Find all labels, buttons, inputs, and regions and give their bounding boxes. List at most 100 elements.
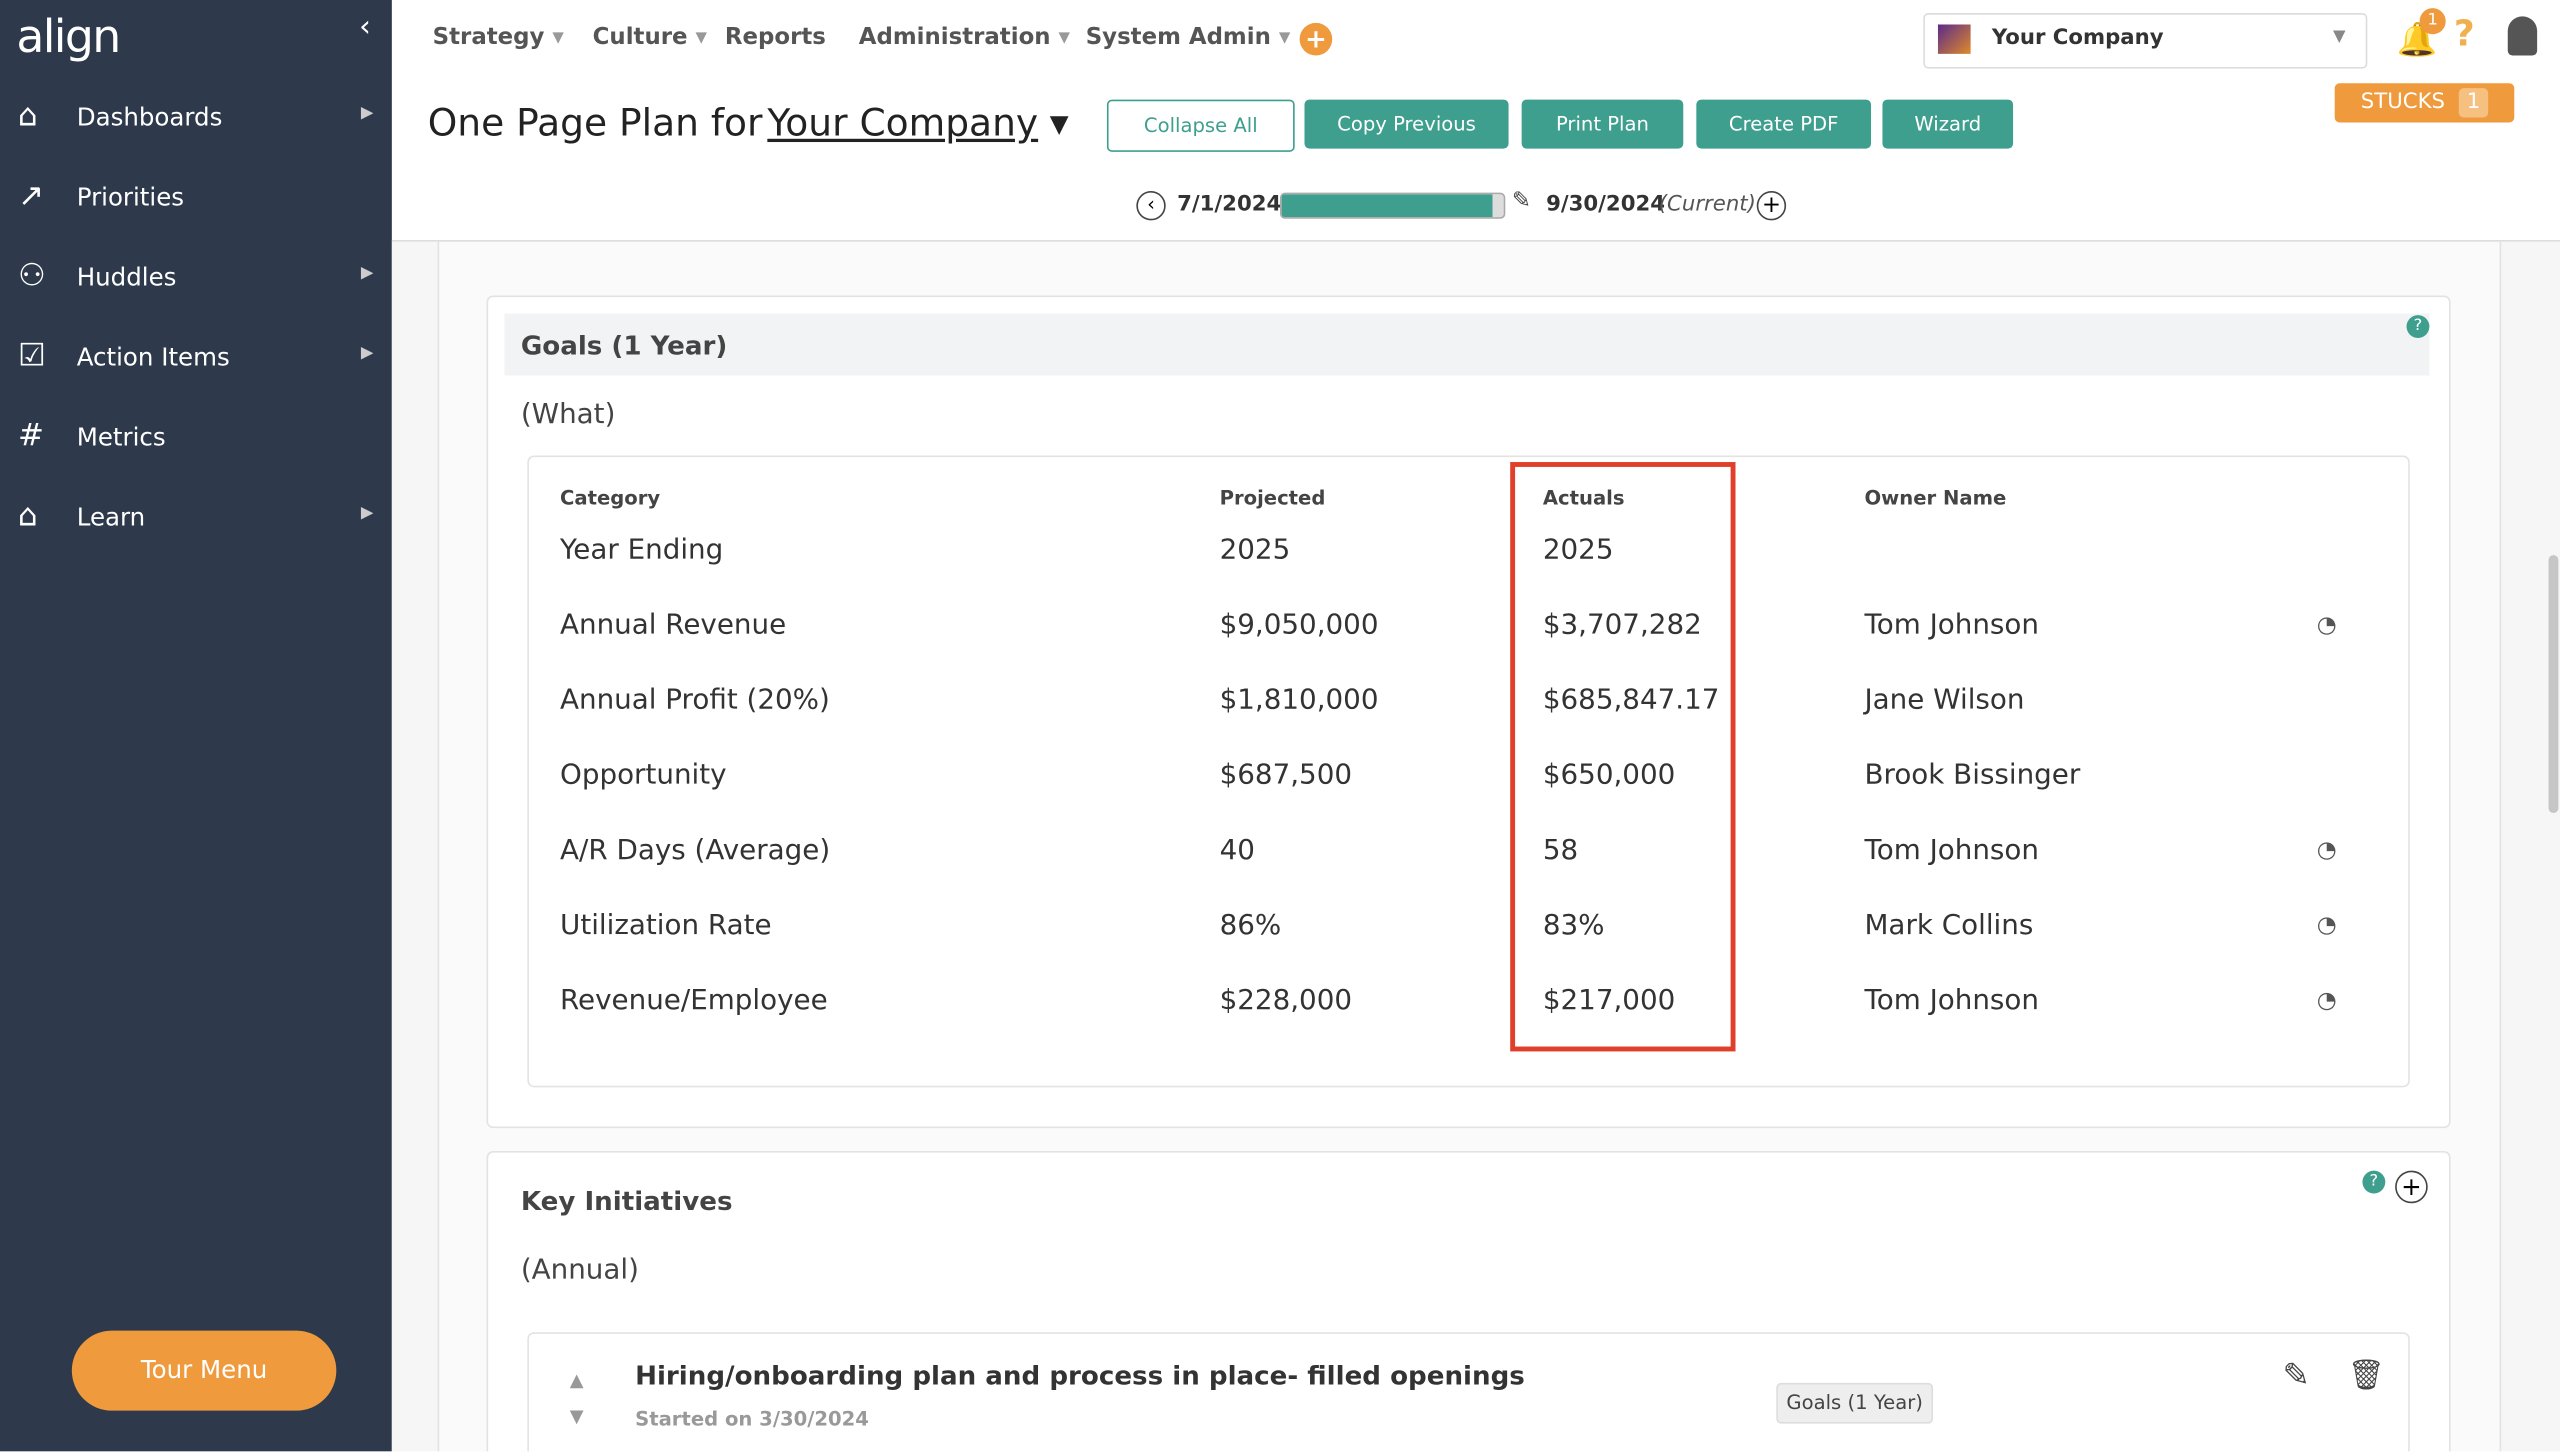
add-button[interactable]: + <box>1299 22 1333 56</box>
dropdown-arrow: ▾ <box>1050 24 1070 51</box>
nav-item[interactable]: Priorities <box>76 182 185 213</box>
header-border <box>391 239 2560 242</box>
top-nav-item[interactable]: Reports <box>724 24 826 51</box>
cell-category: Annual Profit (20%) <box>559 684 830 717</box>
toolbar-button[interactable]: Collapse All <box>1106 99 1295 152</box>
help-icon[interactable]: ? <box>2406 315 2430 338</box>
cell-category: Utilization Rate <box>559 909 772 943</box>
top-nav-item[interactable]: System Admin ▾ <box>1085 24 1291 51</box>
cell-category: A/R Days (Average) <box>559 834 831 867</box>
goals-table <box>527 455 2410 1088</box>
nav-item[interactable]: Learn <box>76 502 146 533</box>
avatar[interactable] <box>2507 16 2538 56</box>
reorder[interactable]: ▲ ▼ <box>569 1369 584 1427</box>
logo: align <box>16 9 121 64</box>
nav-icon: ⚇ <box>17 257 46 294</box>
goals-title: Goals (1 Year) <box>520 329 728 361</box>
notification-badge: 1 <box>2419 8 2446 35</box>
nav-item[interactable]: Action Items <box>76 342 230 373</box>
cell-owner: Tom Johnson <box>1864 834 2039 867</box>
gauge-icon[interactable]: ◔ <box>2316 612 2337 639</box>
nav-icon: # <box>17 417 44 454</box>
cell-category: Revenue/Employee <box>559 984 828 1018</box>
cell-projected: 2025 <box>1219 533 1291 567</box>
edit-initiative[interactable]: ✎ <box>2282 1355 2310 1395</box>
initiatives-subtitle: (Annual) <box>520 1253 639 1287</box>
nav-item[interactable]: Metrics <box>76 422 166 453</box>
cell-actual: 83% <box>1542 909 1605 943</box>
top-nav-item[interactable]: Administration ▾ <box>858 24 1070 51</box>
cell-owner: Tom Johnson <box>1864 608 2039 642</box>
end-date: 9/30/2024 <box>1546 192 1666 218</box>
nav-icon: ↗ <box>17 177 44 214</box>
cell-category: Annual Revenue <box>559 608 787 642</box>
goals-subtitle: (What) <box>520 398 616 432</box>
cell-actual: $650,000 <box>1542 759 1676 792</box>
highlight-box <box>1510 462 1736 1052</box>
initiative-started: Started on 3/30/2024 <box>635 1407 869 1431</box>
collapse-sidebar[interactable]: ‹ <box>359 9 371 45</box>
cell-owner: Tom Johnson <box>1864 984 2039 1018</box>
delete-initiative[interactable]: 🗑 <box>2347 1358 2386 1393</box>
goals-header <box>504 313 2430 376</box>
cell-category: Year Ending <box>559 533 724 567</box>
gauge-icon[interactable]: ◔ <box>2316 837 2337 864</box>
column-header: Category <box>559 486 661 510</box>
dropdown-arrow: ▼ <box>2333 27 2346 46</box>
cell-actual: $3,707,282 <box>1542 608 1702 642</box>
cell-actual: $217,000 <box>1542 984 1676 1018</box>
cell-category: Opportunity <box>559 759 727 792</box>
company-logo <box>1937 24 1971 54</box>
nav-icon: ⌂ <box>17 97 38 134</box>
stucks-label: STUCKS <box>2360 89 2445 115</box>
cell-projected: 86% <box>1219 909 1282 943</box>
company-select[interactable]: Your Company ▼ <box>1923 13 2368 69</box>
initiatives-title: Key Initiatives <box>520 1185 733 1217</box>
gauge-icon[interactable]: ◔ <box>2316 912 2337 939</box>
submenu-arrow: ▶ <box>360 504 374 523</box>
toolbar-button[interactable]: Wizard <box>1882 99 2014 149</box>
submenu-arrow: ▶ <box>360 104 374 123</box>
top-nav-item[interactable]: Strategy ▾ <box>432 24 564 51</box>
previous-period[interactable]: ‹ <box>1136 191 1166 221</box>
title-dropdown[interactable]: ▼ <box>1049 109 1069 139</box>
stucks-count: 1 <box>2458 88 2489 118</box>
dropdown-arrow: ▾ <box>1270 24 1291 51</box>
toolbar-button[interactable]: Copy Previous <box>1304 99 1509 149</box>
edit-date[interactable]: ✎ <box>1511 187 1531 214</box>
tooltip: Goals (1 Year) <box>1776 1382 1934 1424</box>
cell-projected: $9,050,000 <box>1219 608 1379 642</box>
cell-actual: $685,847.17 <box>1542 684 1720 717</box>
tour-button[interactable]: Tour Menu <box>71 1330 337 1411</box>
column-header: Actuals <box>1542 486 1625 510</box>
page-title: One Page Plan for <box>427 102 763 146</box>
initiative-title[interactable]: Hiring/onboarding plan and process in pl… <box>635 1359 1525 1392</box>
toolbar-button[interactable]: Create PDF <box>1696 99 1872 149</box>
column-header: Projected <box>1219 486 1326 510</box>
cell-projected: 40 <box>1219 834 1255 867</box>
scrollbar[interactable] <box>2548 555 2559 814</box>
cell-actual: 2025 <box>1542 533 1614 567</box>
toolbar-button[interactable]: Print Plan <box>1521 99 1684 149</box>
help[interactable]: ? <box>2453 14 2475 56</box>
gauge-icon[interactable]: ◔ <box>2316 987 2337 1014</box>
sidebar: align ‹ Tour Menu ⌂ Dashboards ▶ ↗ Prioritie… <box>0 0 392 1452</box>
submenu-arrow: ▶ <box>360 264 374 283</box>
title-company[interactable]: Your Company <box>767 102 1039 146</box>
cell-projected: $687,500 <box>1219 759 1353 792</box>
nav-item[interactable]: Dashboards <box>76 102 223 133</box>
stucks-button[interactable]: STUCKS 1 <box>2334 83 2515 123</box>
current-label: (Current) <box>1658 192 1756 218</box>
submenu-arrow: ▶ <box>360 344 374 363</box>
top-nav-item[interactable]: Culture ▾ <box>592 24 707 51</box>
next-period[interactable]: + <box>1756 191 1787 221</box>
nav-icon: ☑ <box>17 337 46 374</box>
nav-item[interactable]: Huddles <box>76 262 177 293</box>
cell-projected: $228,000 <box>1219 984 1353 1018</box>
cell-actual: 58 <box>1542 834 1579 867</box>
cell-owner: Jane Wilson <box>1864 684 2025 717</box>
help-icon[interactable]: ? <box>2362 1170 2386 1194</box>
add-initiative[interactable]: + <box>2395 1170 2428 1204</box>
